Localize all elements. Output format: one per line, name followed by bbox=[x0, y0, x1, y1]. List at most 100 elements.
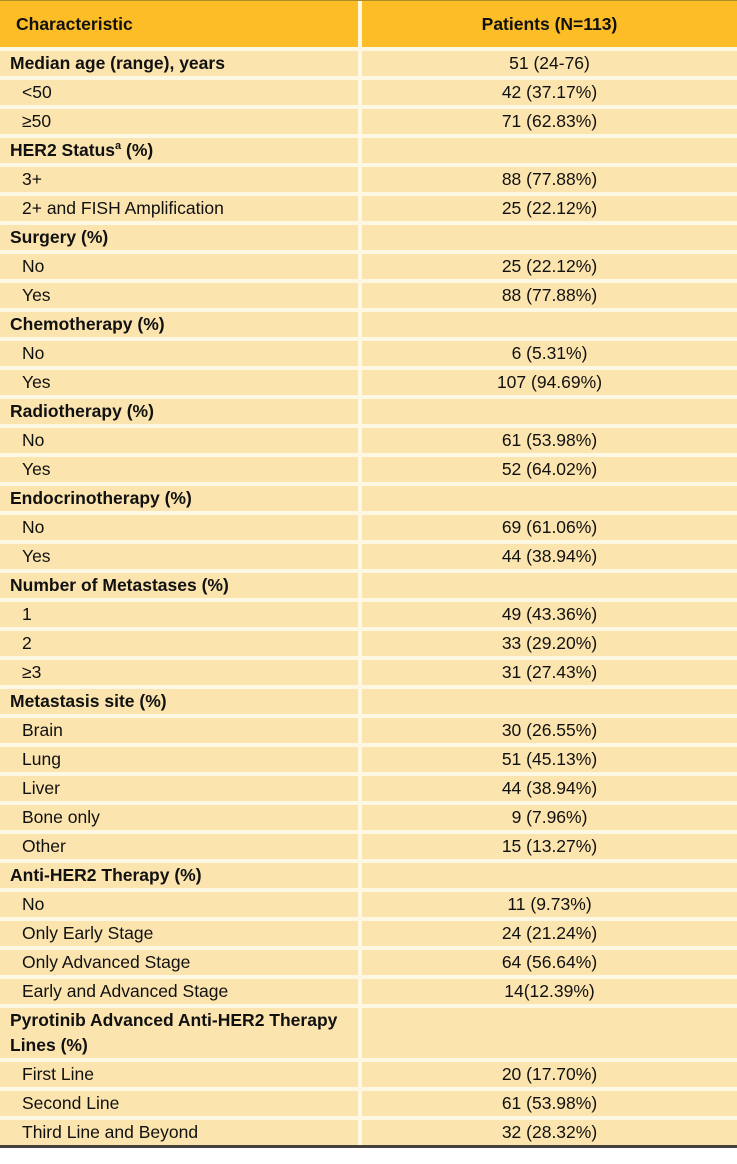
characteristic-cell: 3+ bbox=[0, 167, 358, 192]
table-row: Radiotherapy (%) bbox=[0, 399, 737, 424]
value-cell bbox=[362, 689, 737, 714]
characteristic-cell: First Line bbox=[0, 1062, 358, 1087]
table-row: Anti-HER2 Therapy (%) bbox=[0, 863, 737, 888]
value-cell: 24 (21.24%) bbox=[362, 921, 737, 946]
value-cell bbox=[362, 573, 737, 598]
value-cell: 71 (62.83%) bbox=[362, 109, 737, 134]
value-cell: 30 (26.55%) bbox=[362, 718, 737, 743]
table-row: Surgery (%) bbox=[0, 225, 737, 250]
table-row: No 25 (22.12%) bbox=[0, 254, 737, 279]
footnote-marker: a bbox=[115, 140, 122, 153]
table-row: Number of Metastases (%) bbox=[0, 573, 737, 598]
table-row: No 11 (9.73%) bbox=[0, 892, 737, 917]
table-row: 3+ 88 (77.88%) bbox=[0, 167, 737, 192]
table-row: Lung 51 (45.13%) bbox=[0, 747, 737, 772]
value-cell: 88 (77.88%) bbox=[362, 283, 737, 308]
characteristic-cell: No bbox=[0, 428, 358, 453]
header-characteristic: Characteristic bbox=[0, 1, 358, 47]
value-cell: 9 (7.96%) bbox=[362, 805, 737, 830]
characteristic-cell: No bbox=[0, 892, 358, 917]
header-patients: Patients (N=113) bbox=[362, 1, 737, 47]
table-row: ≥50 71 (62.83%) bbox=[0, 109, 737, 134]
table-row: Bone only 9 (7.96%) bbox=[0, 805, 737, 830]
characteristic-cell: 2+ and FISH Amplification bbox=[0, 196, 358, 221]
characteristic-cell: Chemotherapy (%) bbox=[0, 312, 358, 337]
table-row: Yes 88 (77.88%) bbox=[0, 283, 737, 308]
value-cell: 44 (38.94%) bbox=[362, 544, 737, 569]
table-row: First Line 20 (17.70%) bbox=[0, 1062, 737, 1087]
characteristic-cell: <50 bbox=[0, 80, 358, 105]
value-cell: 14(12.39%) bbox=[362, 979, 737, 1004]
characteristic-cell: 1 bbox=[0, 602, 358, 627]
value-cell: 69 (61.06%) bbox=[362, 515, 737, 540]
value-cell: 25 (22.12%) bbox=[362, 254, 737, 279]
table-row: No 69 (61.06%) bbox=[0, 515, 737, 540]
value-cell: 11 (9.73%) bbox=[362, 892, 737, 917]
value-cell: 6 (5.31%) bbox=[362, 341, 737, 366]
characteristic-cell: Brain bbox=[0, 718, 358, 743]
table-row: Yes 44 (38.94%) bbox=[0, 544, 737, 569]
table-row: No 61 (53.98%) bbox=[0, 428, 737, 453]
value-cell: 107 (94.69%) bbox=[362, 370, 737, 395]
value-cell: 44 (38.94%) bbox=[362, 776, 737, 801]
table-row: 2 33 (29.20%) bbox=[0, 631, 737, 656]
table-row: Brain 30 (26.55%) bbox=[0, 718, 737, 743]
table-row: Median age (range), years 51 (24-76) bbox=[0, 51, 737, 76]
value-cell: 15 (13.27%) bbox=[362, 834, 737, 859]
characteristic-cell: Yes bbox=[0, 544, 358, 569]
value-cell bbox=[362, 1008, 737, 1058]
characteristic-cell: Early and Advanced Stage bbox=[0, 979, 358, 1004]
characteristic-cell: ≥50 bbox=[0, 109, 358, 134]
table-row: Pyrotinib Advanced Anti-HER2 Therapy Lin… bbox=[0, 1008, 737, 1058]
value-cell: 20 (17.70%) bbox=[362, 1062, 737, 1087]
value-cell: 64 (56.64%) bbox=[362, 950, 737, 975]
table-row: Liver 44 (38.94%) bbox=[0, 776, 737, 801]
table-row: 2+ and FISH Amplification 25 (22.12%) bbox=[0, 196, 737, 221]
table-row: Early and Advanced Stage 14(12.39%) bbox=[0, 979, 737, 1004]
characteristic-cell: Bone only bbox=[0, 805, 358, 830]
table-row: Metastasis site (%) bbox=[0, 689, 737, 714]
characteristic-cell: ≥3 bbox=[0, 660, 358, 685]
value-cell: 61 (53.98%) bbox=[362, 1091, 737, 1116]
table-row: Endocrinotherapy (%) bbox=[0, 486, 737, 511]
value-cell: 32 (28.32%) bbox=[362, 1120, 737, 1145]
characteristic-cell: Surgery (%) bbox=[0, 225, 358, 250]
table-row: <50 42 (37.17%) bbox=[0, 80, 737, 105]
value-cell: 61 (53.98%) bbox=[362, 428, 737, 453]
characteristic-cell: Endocrinotherapy (%) bbox=[0, 486, 358, 511]
characteristic-cell: Yes bbox=[0, 370, 358, 395]
table-row: Third Line and Beyond 32 (28.32%) bbox=[0, 1120, 737, 1145]
characteristic-cell: No bbox=[0, 341, 358, 366]
table-row: Chemotherapy (%) bbox=[0, 312, 737, 337]
value-cell bbox=[362, 138, 737, 163]
value-cell bbox=[362, 863, 737, 888]
value-cell bbox=[362, 486, 737, 511]
characteristic-cell: Anti-HER2 Therapy (%) bbox=[0, 863, 358, 888]
table-row: Other 15 (13.27%) bbox=[0, 834, 737, 859]
table-row: No 6 (5.31%) bbox=[0, 341, 737, 366]
value-cell bbox=[362, 312, 737, 337]
characteristic-cell: Lung bbox=[0, 747, 358, 772]
value-cell: 51 (24-76) bbox=[362, 51, 737, 76]
value-cell: 52 (64.02%) bbox=[362, 457, 737, 482]
characteristic-cell: Number of Metastases (%) bbox=[0, 573, 358, 598]
value-cell bbox=[362, 225, 737, 250]
value-cell bbox=[362, 399, 737, 424]
table-header-row: Characteristic Patients (N=113) bbox=[0, 1, 737, 47]
characteristic-cell: Only Early Stage bbox=[0, 921, 358, 946]
characteristic-cell: Radiotherapy (%) bbox=[0, 399, 358, 424]
value-cell: 25 (22.12%) bbox=[362, 196, 737, 221]
characteristic-cell: Median age (range), years bbox=[0, 51, 358, 76]
characteristic-cell: HER2 Statusa (%) bbox=[0, 138, 358, 163]
table-row: Yes 52 (64.02%) bbox=[0, 457, 737, 482]
characteristic-cell: Only Advanced Stage bbox=[0, 950, 358, 975]
value-cell: 88 (77.88%) bbox=[362, 167, 737, 192]
value-cell: 31 (27.43%) bbox=[362, 660, 737, 685]
characteristic-cell: Other bbox=[0, 834, 358, 859]
characteristic-cell: Second Line bbox=[0, 1091, 358, 1116]
characteristic-cell: No bbox=[0, 254, 358, 279]
table-row: ≥3 31 (27.43%) bbox=[0, 660, 737, 685]
value-cell: 49 (43.36%) bbox=[362, 602, 737, 627]
value-cell: 51 (45.13%) bbox=[362, 747, 737, 772]
characteristic-cell: Pyrotinib Advanced Anti-HER2 Therapy Lin… bbox=[0, 1008, 358, 1058]
